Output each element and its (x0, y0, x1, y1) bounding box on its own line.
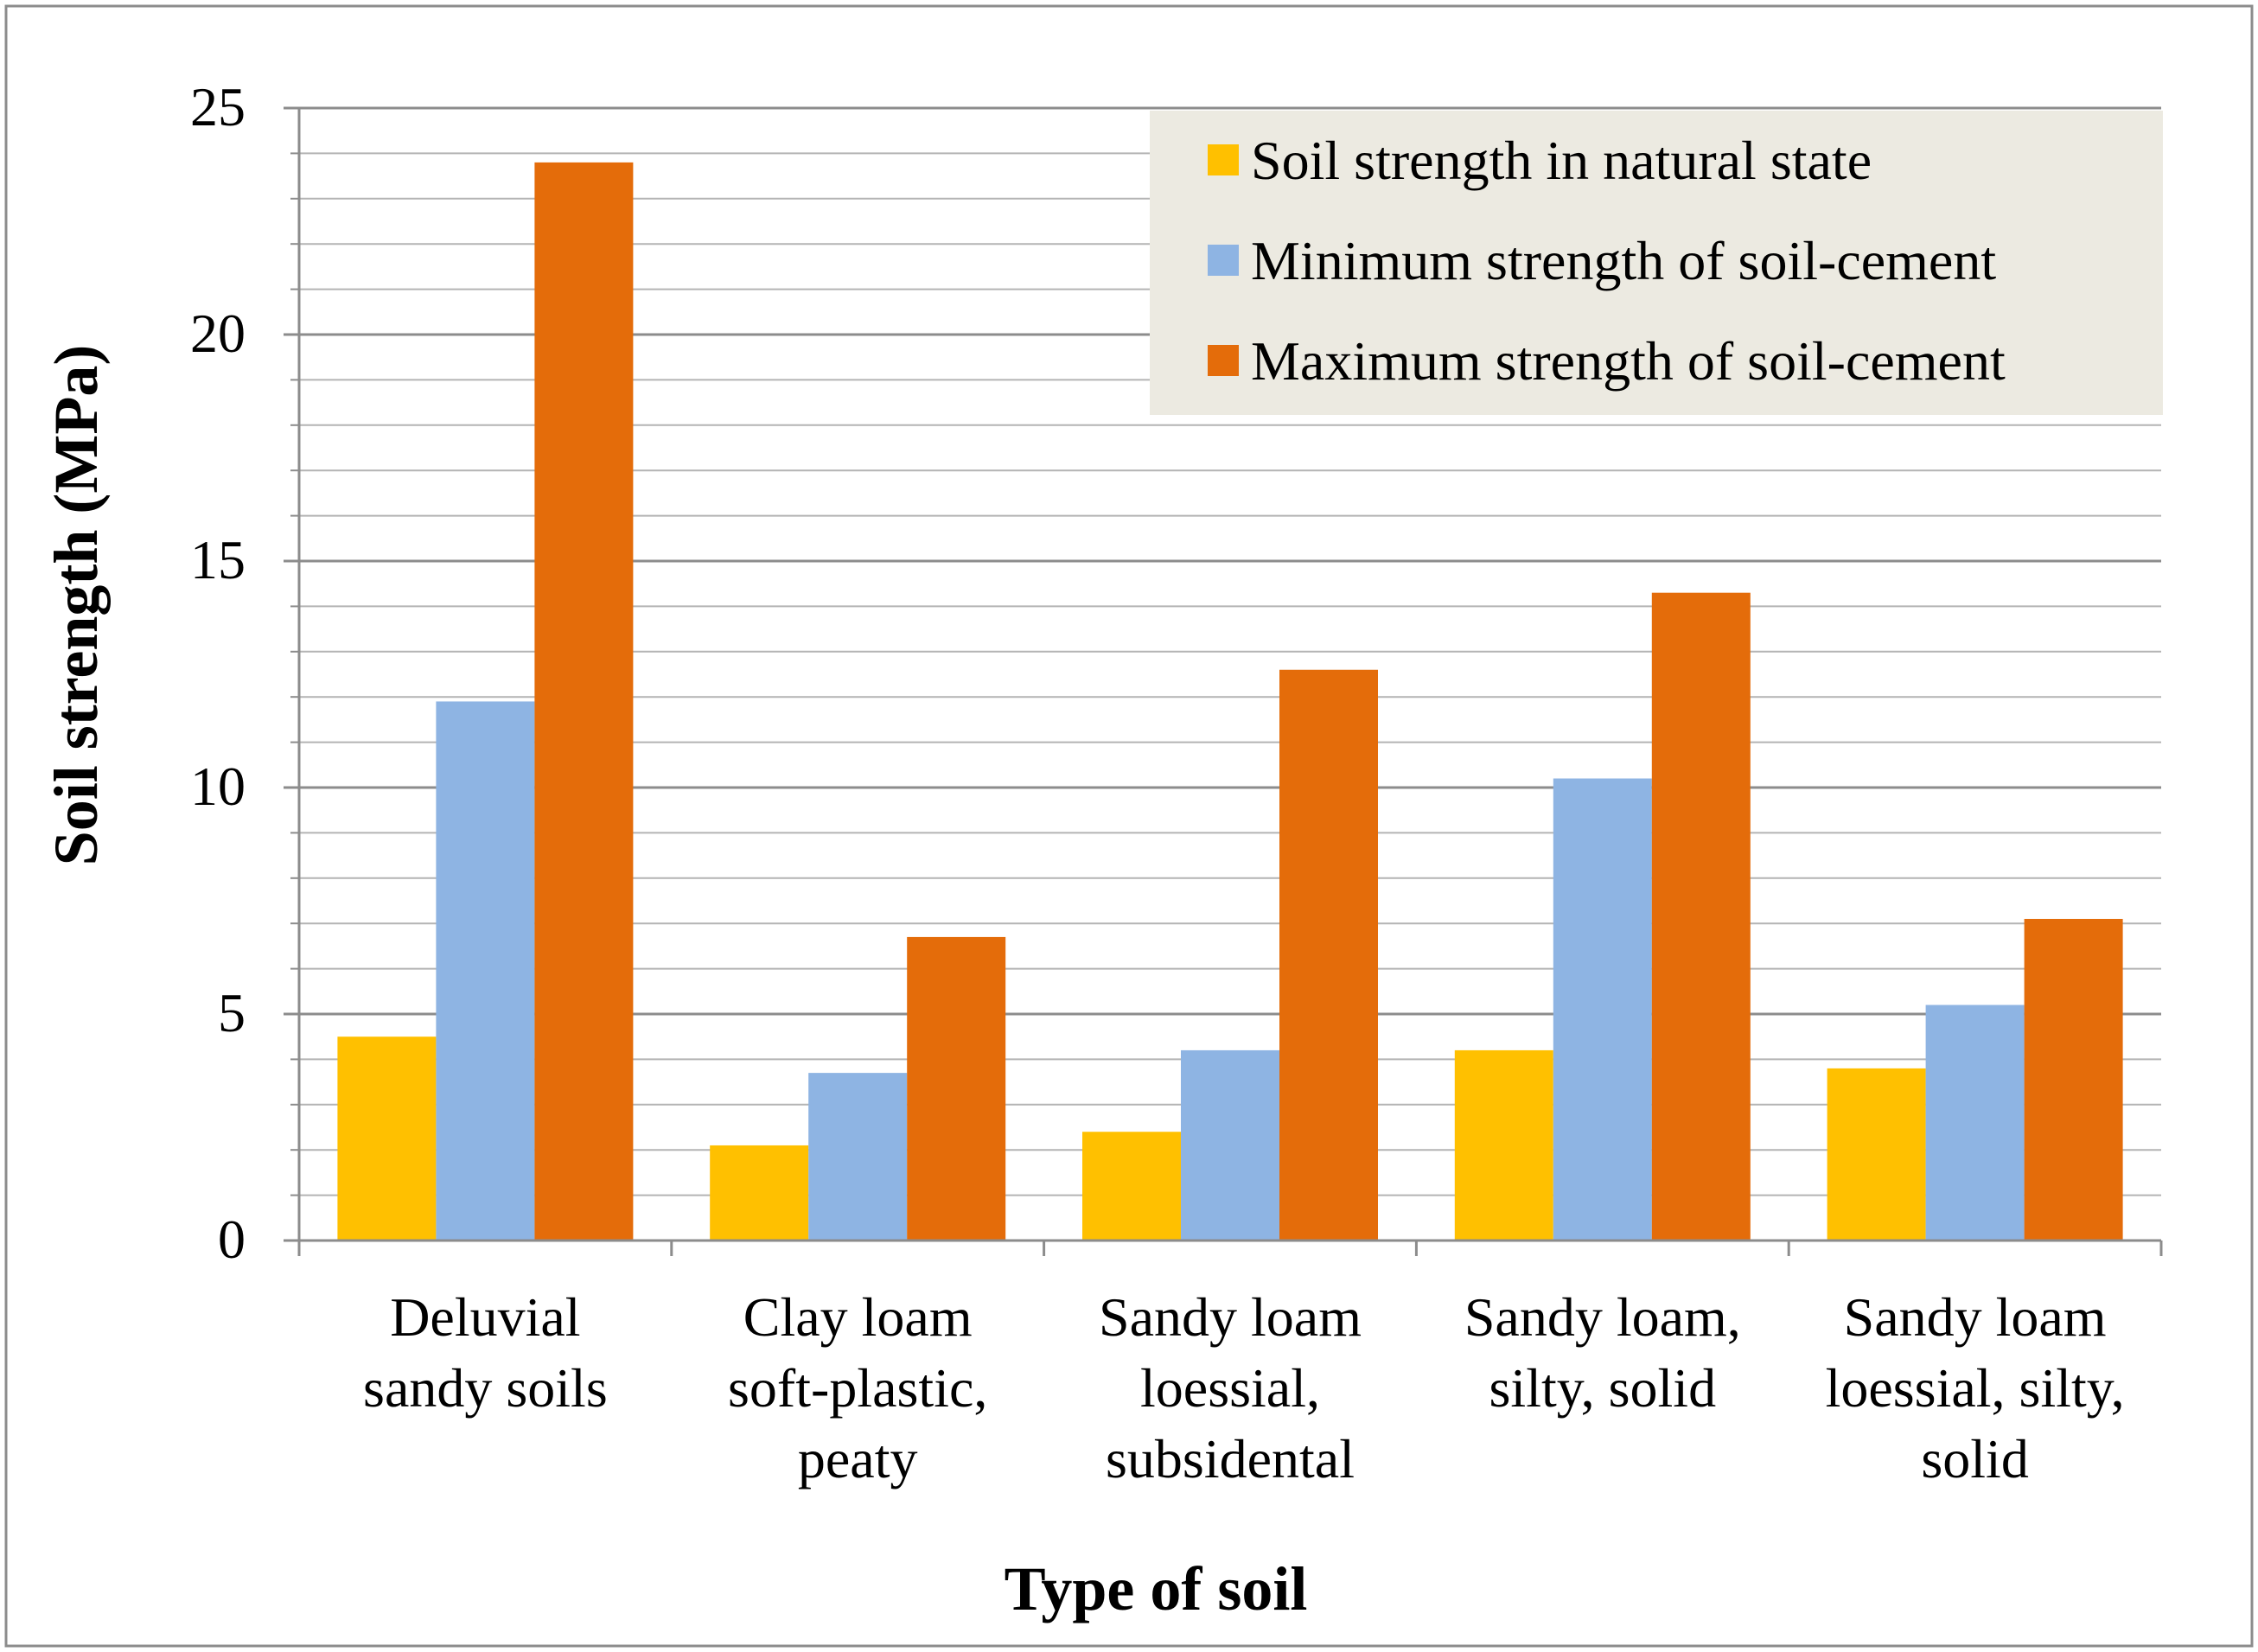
x-tick-label-line: Deluvial (390, 1286, 580, 1348)
x-tick-label-line: soft-plastic, (728, 1357, 987, 1419)
legend-swatch (1208, 144, 1239, 175)
x-tick-label: Sandy loam loessial, silty, solid (1826, 1286, 2125, 1489)
y-axis-title: Soil strength (MPa) (41, 345, 111, 866)
bar-series1-cat1 (337, 1036, 437, 1241)
x-tick-label-line: solid (1921, 1428, 2028, 1489)
bar-series2-cat5 (1925, 1005, 2025, 1241)
legend: Soil strength in natural state Minimum st… (1150, 111, 2163, 415)
x-axis-title: Type of soil (1005, 1554, 1308, 1623)
y-tick-label: 5 (218, 982, 246, 1043)
x-tick-label: Sandy loam loessial, subsidental (1099, 1286, 1362, 1489)
bar-series1-cat2 (710, 1145, 809, 1241)
bars (337, 162, 2123, 1241)
bar-series2-cat3 (1181, 1049, 1279, 1241)
bar-series1-cat3 (1082, 1132, 1181, 1241)
bar-series3-cat1 (534, 162, 634, 1241)
bar-series3-cat5 (2024, 918, 2123, 1241)
x-tick-label-line: Sandy loam (1099, 1286, 1362, 1348)
x-tick-label-line: loessial, silty, (1826, 1357, 2125, 1419)
x-tick-label-line: Sandy loam (1844, 1286, 2107, 1348)
category-labels: Deluvial sandy soils Clay loam soft-plastic… (363, 1286, 2125, 1489)
axes (297, 108, 2163, 1256)
bar-series2-cat2 (808, 1073, 908, 1241)
y-tick-label: 10 (190, 756, 246, 817)
bar-series1-cat4 (1454, 1049, 1553, 1241)
bar-series3-cat2 (907, 936, 1006, 1241)
x-tick-label-line: silty, solid (1489, 1357, 1717, 1419)
x-tick-label: Clay loam soft-plastic, peaty (728, 1286, 987, 1489)
x-tick-label-line: loessial, (1140, 1357, 1320, 1419)
bar-series3-cat3 (1279, 669, 1378, 1241)
x-tick-label-line: sandy soils (363, 1357, 608, 1419)
legend-label: Minimum strength of soil-cement (1251, 230, 1996, 291)
x-tick-label: Deluvial sandy soils (363, 1286, 608, 1419)
legend-background (1150, 111, 2163, 415)
legend-label: Maximum strength of soil-cement (1251, 330, 2006, 392)
x-tick-label-line: Sandy loam, (1464, 1286, 1741, 1348)
bar-series3-cat4 (1651, 592, 1751, 1241)
x-tick-label-line: subsidental (1106, 1428, 1355, 1489)
legend-label: Soil strength in natural state (1251, 130, 1872, 191)
x-tick-label: Sandy loam, silty, solid (1464, 1286, 1741, 1419)
y-tick-label: 20 (190, 303, 246, 364)
y-axis-ticks: 0 5 10 15 20 25 (190, 76, 299, 1270)
y-tick-label: 15 (190, 529, 246, 590)
x-tick-label-line: peaty (798, 1428, 918, 1489)
bar-series2-cat4 (1553, 778, 1652, 1241)
legend-swatch (1208, 245, 1239, 276)
legend-swatch (1208, 345, 1239, 376)
y-tick-label: 0 (218, 1209, 246, 1270)
y-tick-label: 25 (190, 76, 246, 137)
bar-series2-cat1 (436, 701, 535, 1241)
bar-series1-cat5 (1827, 1068, 1926, 1241)
x-tick-label-line: Clay loam (743, 1286, 973, 1348)
